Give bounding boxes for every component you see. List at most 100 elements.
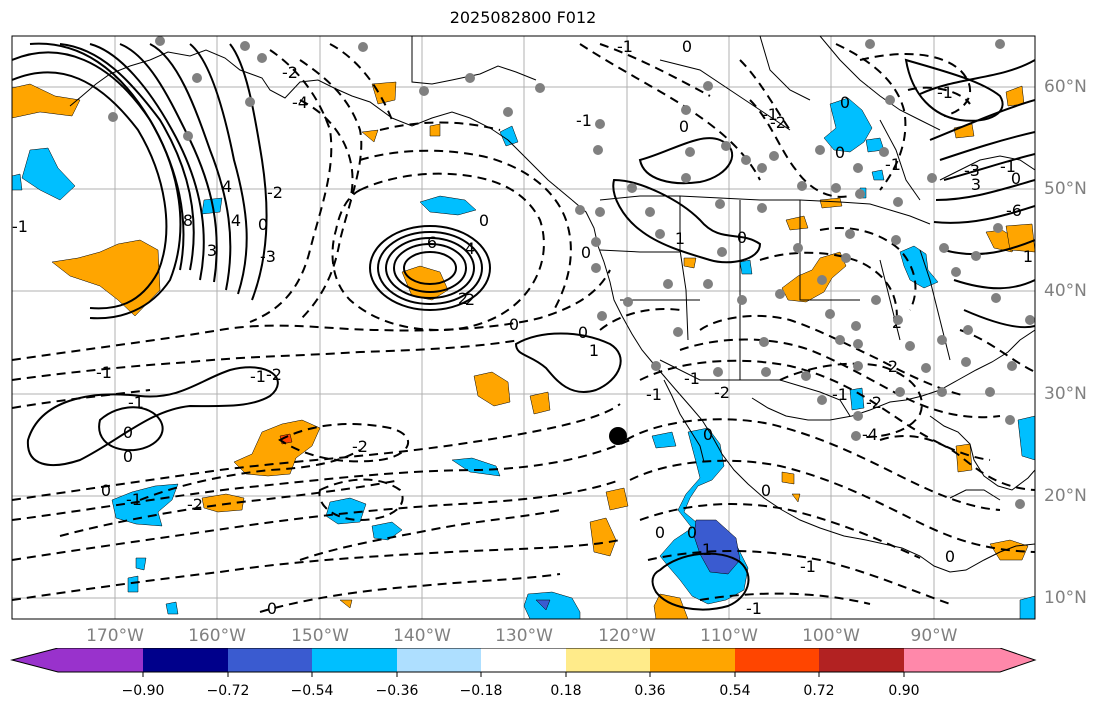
colorbar-tick-label: −0.90 — [121, 683, 165, 699]
contour-label: 0 — [267, 599, 277, 618]
contour-label: -1 — [617, 37, 633, 56]
colorbar-segment — [228, 648, 312, 672]
lon-label: 90°W — [910, 626, 958, 646]
contour-labels: -1 0 0 0 0 -1 -1 -2 -2 -3 -4 -2 -1 0 0 -… — [12, 37, 1033, 618]
contour-label: -2 — [770, 113, 786, 132]
contour-label: 0 — [479, 211, 489, 230]
contour-label: -2 — [714, 383, 730, 402]
contour-label: -3 — [260, 247, 276, 266]
colorbar-extend-low — [12, 648, 58, 672]
colorbar-tick-label: 0.90 — [888, 683, 920, 699]
colorbar-tick-label: 0.36 — [634, 683, 666, 699]
contour-label: 0 — [679, 117, 689, 136]
contour-label: 1 — [589, 341, 599, 360]
colorbar-segment — [735, 648, 819, 672]
contour-label: -2 — [187, 495, 203, 514]
colorbar-segment — [566, 648, 650, 672]
contour-label: -2 — [866, 393, 882, 412]
contour-label: 0 — [737, 228, 747, 247]
contour-label: 4 — [231, 211, 241, 230]
contour-label: 0 — [761, 481, 771, 500]
contour-label: 0 — [509, 315, 519, 334]
contour-label: -1 — [762, 105, 778, 124]
contour-label: 8 — [183, 211, 193, 230]
contour-label: 2 — [465, 290, 475, 309]
contour-label: 0 — [581, 243, 591, 262]
lat-label: 60°N — [1044, 77, 1087, 97]
colorbar-tick-label: 0.54 — [719, 683, 751, 699]
colorbar-tick-label: −0.36 — [375, 683, 419, 699]
colorbar-tick-label: 0.18 — [550, 683, 582, 699]
contour-label: 6 — [427, 233, 437, 252]
contour-label: 1 — [675, 229, 685, 248]
contour-label: -1 — [684, 369, 700, 388]
contour-label: -1 — [800, 557, 816, 576]
contour-label: 0 — [687, 523, 697, 542]
colorbar-segment — [312, 648, 397, 672]
lat-label: 40°N — [1044, 281, 1087, 301]
colorbar-tick-label: −0.18 — [459, 683, 503, 699]
contour-label: 0 — [945, 547, 955, 566]
solid-contours — [12, 42, 1035, 611]
contour-label: -1 — [128, 393, 144, 412]
contour-label: 0 — [703, 425, 713, 444]
contour-label: -1 — [937, 83, 953, 102]
contour-label: -1 — [646, 385, 662, 404]
contour-label: 0 — [1011, 169, 1021, 188]
lat-label: 10°N — [1044, 588, 1087, 608]
lat-label: 20°N — [1044, 486, 1087, 506]
lat-label: 50°N — [1044, 179, 1087, 199]
colorbar-segment — [904, 648, 1000, 672]
graticule — [12, 36, 1035, 619]
contour-label: -1 — [126, 490, 142, 509]
station-markers — [108, 36, 1035, 509]
contour-label: -1 — [832, 385, 848, 404]
colorbar-tick-label: −0.72 — [206, 683, 250, 699]
contour-label: -1 — [746, 599, 762, 618]
contour-label: 2 — [888, 357, 898, 376]
contour-label: 3 — [207, 241, 217, 260]
contour-label: 4 — [465, 239, 475, 258]
colorbar-extend-high — [1000, 648, 1035, 672]
colorbar-tick-label: −0.54 — [290, 683, 334, 699]
contour-label: 0 — [123, 423, 133, 442]
lon-label: 140°W — [393, 626, 451, 646]
lon-label: 130°W — [495, 626, 553, 646]
lat-label: 30°N — [1044, 384, 1087, 404]
colorbar-tick-label: 0.72 — [803, 683, 835, 699]
contour-label: -2 — [267, 183, 283, 202]
colorbar-segment — [481, 648, 566, 672]
lon-label: 170°W — [86, 626, 144, 646]
contour-label: -3 — [964, 161, 980, 180]
lon-label: 100°W — [802, 626, 860, 646]
contour-label: -1 — [96, 363, 112, 382]
contour-label: -1 — [576, 111, 592, 130]
contour-label: -4 — [292, 93, 308, 112]
lon-label: 150°W — [291, 626, 349, 646]
colorbar-segment — [650, 648, 735, 672]
contour-label: -2 — [352, 437, 368, 456]
shaded-anomalies — [12, 81, 1035, 619]
lon-label: 160°W — [188, 626, 246, 646]
contour-label: 0 — [840, 93, 850, 112]
target-point-marker — [609, 427, 627, 445]
contour-label: 0 — [682, 37, 692, 56]
contour-label: 0 — [123, 447, 133, 466]
contour-label: -1 — [885, 155, 901, 174]
contour-label: -2 — [266, 365, 282, 384]
contour-label: 3 — [971, 175, 981, 194]
contour-label: 2 — [458, 289, 468, 308]
contour-label: 0 — [835, 143, 845, 162]
colorbar-segment — [143, 648, 228, 672]
contour-label: -1 — [12, 217, 28, 236]
contour-label: 0 — [655, 523, 665, 542]
contour-label: 0 — [258, 215, 268, 234]
contour-label: -1 — [1000, 157, 1016, 176]
map-title: 2025082800 F012 — [449, 8, 597, 27]
colorbar-segment — [58, 648, 143, 672]
lon-label: 110°W — [700, 626, 758, 646]
dashed-contours — [12, 43, 1035, 613]
contour-label: 1 — [1023, 247, 1033, 266]
contour-label: -4 — [862, 425, 878, 444]
